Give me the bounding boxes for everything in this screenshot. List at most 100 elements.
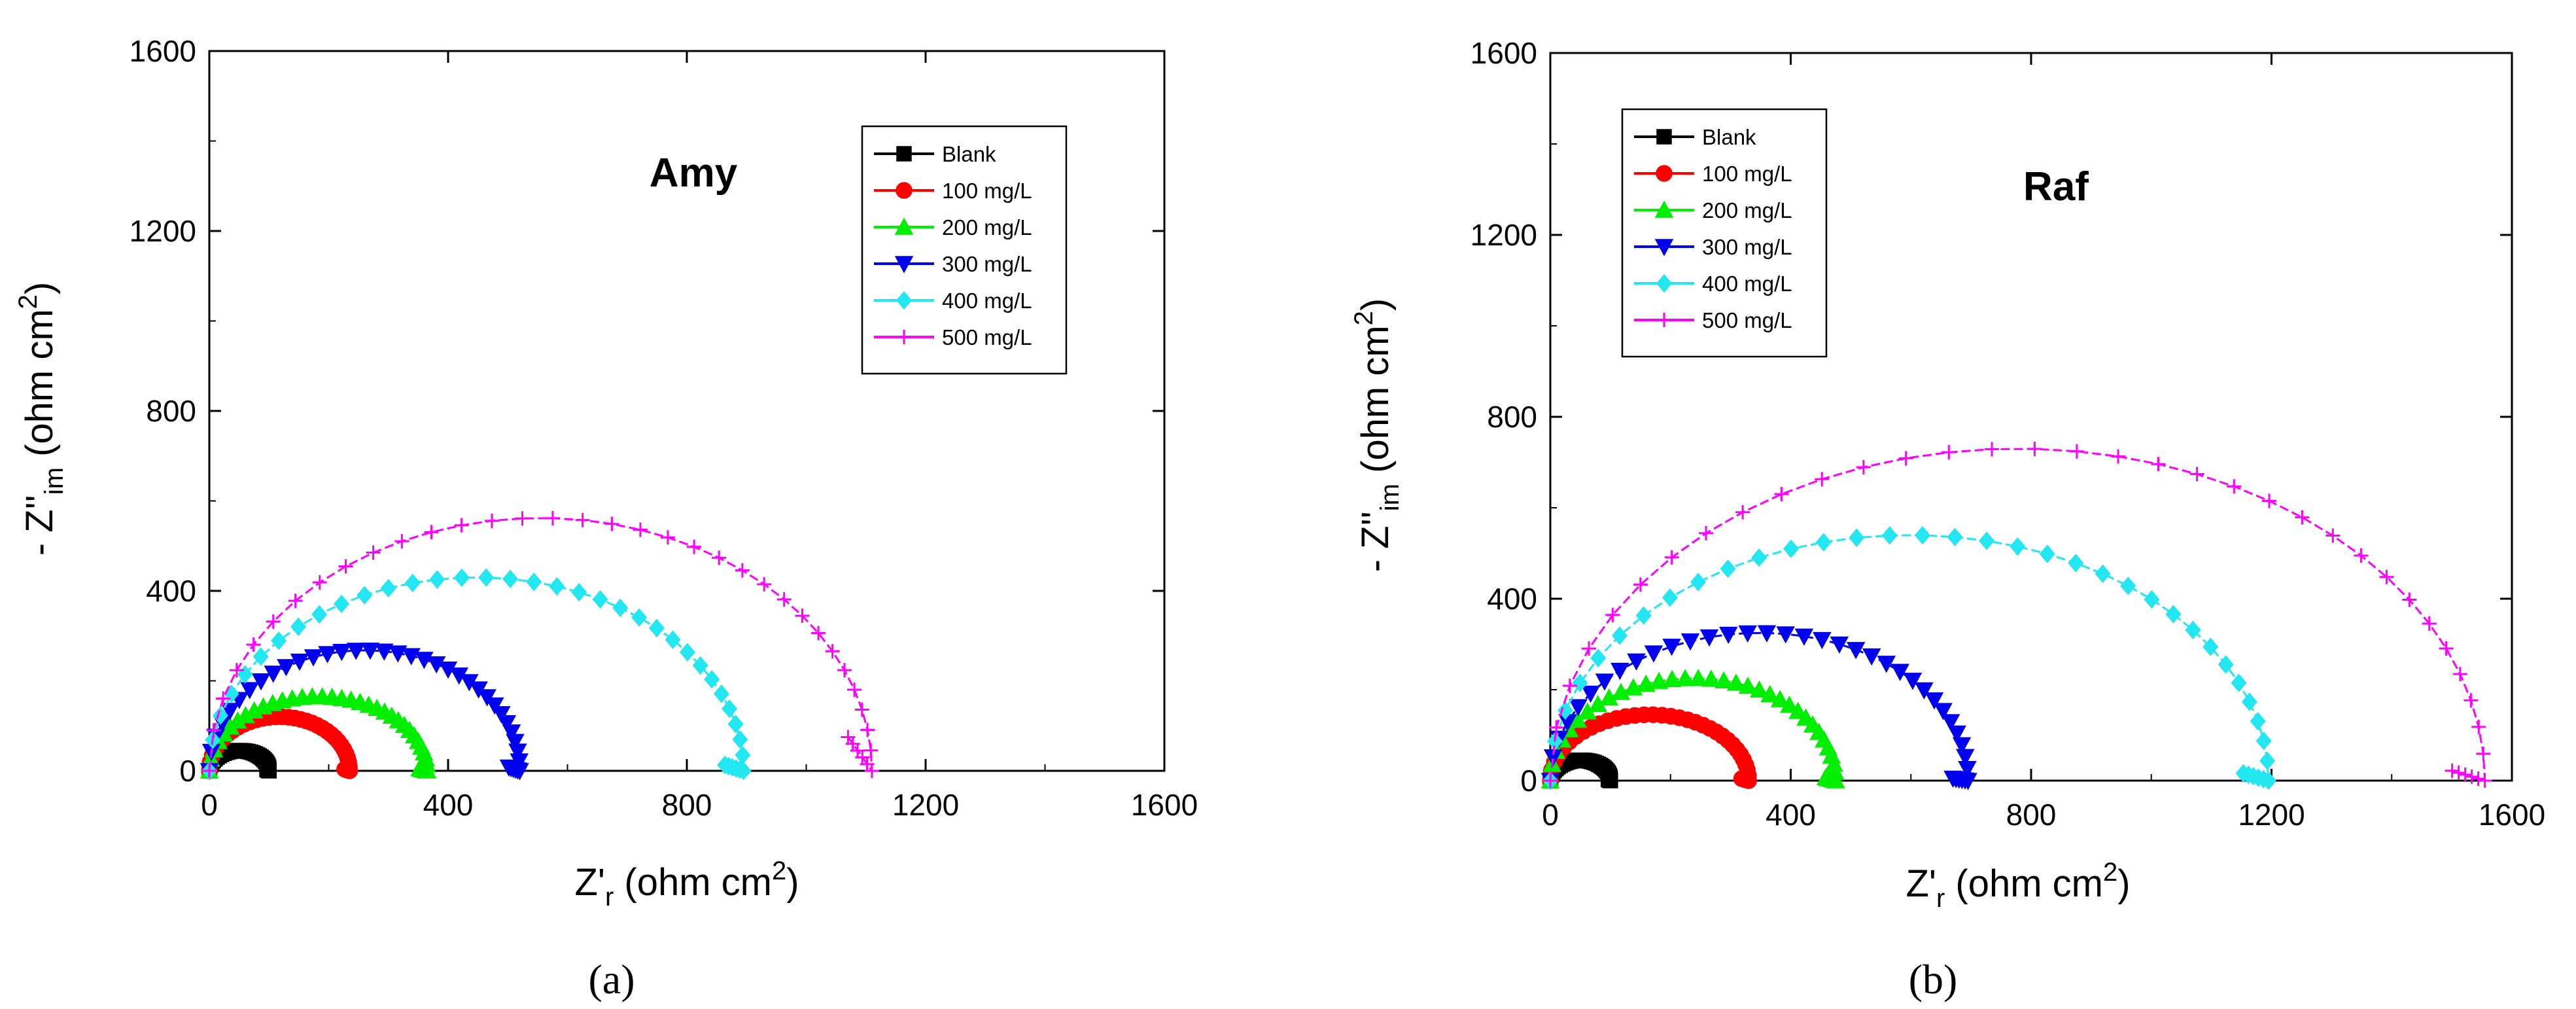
data-point [404, 573, 421, 593]
x-axis-title-close: ) [786, 861, 799, 904]
data-point [604, 516, 619, 531]
data-point [288, 593, 303, 609]
x-axis-title-unit: (ohm cm [614, 861, 772, 904]
series-line [1549, 534, 2270, 783]
legend-label: 100 mg/L [942, 179, 1032, 203]
data-point [502, 569, 519, 588]
legend-marker [1654, 239, 1674, 257]
data-point [1569, 699, 1588, 717]
data-point [633, 522, 648, 537]
data-point [277, 659, 296, 677]
data-point [502, 724, 521, 742]
data-point [484, 513, 499, 528]
data-point [2477, 773, 2492, 788]
data-point [334, 594, 350, 614]
data-point [1543, 773, 1558, 788]
data-point [2255, 732, 2272, 751]
data-point [1738, 625, 1757, 643]
data-point [1947, 527, 1963, 546]
data-point [366, 545, 381, 560]
legend-label: 200 mg/L [942, 215, 1032, 239]
legend-label: 500 mg/L [1702, 308, 1792, 332]
data-point [1898, 451, 1913, 466]
data-point [648, 618, 665, 637]
data-point [631, 608, 648, 627]
data-point [854, 702, 869, 717]
y-axis-title-unit: (ohm cm [18, 309, 61, 467]
data-point [1941, 714, 1960, 732]
data-point [252, 647, 269, 666]
data-point [687, 539, 702, 554]
data-point [1572, 673, 1588, 692]
legend-marker [896, 182, 913, 199]
data-point [1581, 641, 1596, 656]
data-point [394, 534, 409, 549]
data-point [1815, 472, 1830, 487]
data-point [841, 730, 856, 745]
legend-label: 400 mg/L [942, 289, 1032, 313]
data-point [1720, 559, 1736, 578]
data-point [712, 550, 727, 565]
data-point [499, 759, 519, 777]
data-point [863, 743, 879, 758]
data-point [1549, 720, 1564, 735]
chart-panel-a: 0 400 800 1200 1600 0 400 800 1200 1600 Z'r (ohm c… [14, 34, 1198, 1002]
x-tick-label: 1600 [1131, 788, 1198, 822]
data-point [1780, 696, 1799, 713]
data-point [1924, 692, 1944, 710]
x-axis-title-sub: r [1936, 884, 1945, 913]
y-tick-label: 400 [1487, 582, 1537, 616]
data-point [2452, 667, 2467, 682]
data-point [1776, 626, 1795, 644]
x-axis-title-main: Z' [574, 861, 605, 904]
data-point [1813, 631, 1832, 650]
legend-marker [896, 146, 912, 162]
x-tick-label: 1200 [892, 788, 959, 822]
data-point [704, 670, 720, 689]
data-point [1856, 460, 1871, 475]
legend-marker [1657, 313, 1671, 327]
data-point [271, 631, 287, 650]
series-line [1549, 448, 2486, 783]
x-axis-title-sub: r [605, 883, 614, 912]
data-point [2235, 764, 2252, 783]
data-point [1688, 669, 1708, 686]
panel-annotation: Amy [650, 150, 738, 196]
data-point [346, 643, 366, 660]
data-point [2202, 637, 2219, 656]
data-point [1675, 669, 1695, 686]
data-point [318, 646, 337, 664]
data-point [1611, 626, 1627, 645]
data-point [2463, 693, 2479, 708]
series-400-mg-l [201, 568, 752, 781]
data-point [549, 576, 565, 596]
data-point [2325, 528, 2341, 543]
data-point [2422, 616, 2437, 631]
x-tick-label: 0 [201, 788, 218, 822]
data-point [380, 578, 396, 598]
data-point [415, 652, 434, 669]
data-point [1562, 678, 1577, 693]
data-point [1774, 487, 1789, 502]
data-point [246, 637, 261, 652]
data-point [2027, 441, 2042, 456]
data-point [1605, 607, 1620, 622]
data-point [526, 573, 542, 592]
data-point [1726, 673, 1746, 691]
x-tick-label: 800 [662, 788, 712, 822]
data-point [1690, 573, 1707, 592]
data-point [2445, 763, 2460, 778]
data-point [251, 673, 271, 691]
y-tick-label: 1200 [130, 214, 196, 248]
data-point [202, 764, 217, 778]
data-point [410, 759, 429, 777]
data-point [402, 648, 421, 665]
data-point [1610, 662, 1629, 681]
x-tick-label: 800 [2006, 798, 2057, 832]
legend-box [861, 125, 1068, 375]
legend-label: 500 mg/L [942, 325, 1032, 349]
x-tick-label: 1200 [2238, 798, 2305, 832]
legend-label: 400 mg/L [1702, 272, 1792, 296]
data-point [1881, 526, 1898, 545]
legend-label: 200 mg/L [1702, 198, 1792, 222]
